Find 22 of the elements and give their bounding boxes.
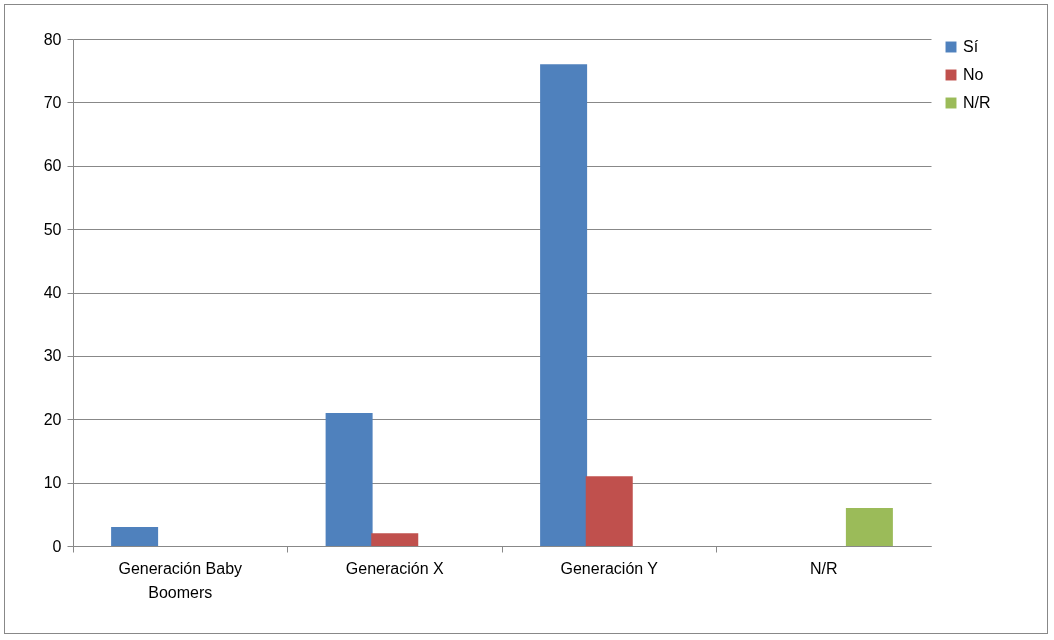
y-tick-label: 80 <box>43 30 62 48</box>
bar <box>111 526 159 546</box>
x-tick-label: N/R <box>809 559 838 577</box>
x-tick-label: Generación X <box>345 559 444 577</box>
bar <box>845 507 893 546</box>
y-tick-label: 40 <box>43 284 62 301</box>
y-tick-label: 0 <box>52 537 62 555</box>
bar <box>540 64 588 546</box>
bar <box>371 533 419 546</box>
legend-label: No <box>963 66 984 83</box>
x-tick-label: Generación Y <box>560 559 659 577</box>
bar <box>325 412 373 546</box>
legend-label: N/R <box>963 94 991 111</box>
y-tick-label: 70 <box>43 93 62 111</box>
y-tick-label: 30 <box>43 347 62 365</box>
y-tick-label: 10 <box>43 474 62 492</box>
y-tick-label: 60 <box>43 157 62 175</box>
y-tick-label: 50 <box>43 220 62 238</box>
legend-label: Sí <box>963 38 979 55</box>
y-tick-label: 20 <box>43 410 62 428</box>
x-tick-label: Generación Baby Boomers <box>118 559 243 601</box>
bar <box>585 476 633 546</box>
